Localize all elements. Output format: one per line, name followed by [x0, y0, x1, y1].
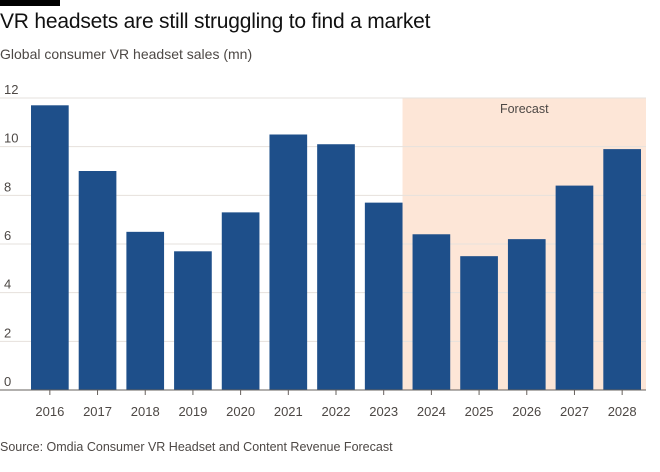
y-tick-label: 6	[4, 228, 11, 243]
x-tick-label: 2022	[322, 404, 351, 419]
x-tick-label: 2021	[274, 404, 303, 419]
y-tick-label: 8	[4, 179, 11, 194]
y-tick-label: 4	[4, 277, 11, 292]
x-tick-label: 2027	[560, 404, 589, 419]
bar-2019	[174, 251, 212, 390]
brand-bar	[0, 0, 60, 6]
x-tick-label: 2025	[465, 404, 494, 419]
bar-2024	[412, 234, 451, 390]
x-tick-label: 2024	[417, 404, 446, 419]
bar-2027	[555, 185, 594, 390]
x-tick-label: 2017	[83, 404, 112, 419]
bar-2022	[317, 144, 355, 390]
x-tick-label: 2016	[35, 404, 64, 419]
bar-2028	[603, 149, 641, 390]
chart-title: VR headsets are still struggling to find…	[0, 10, 431, 33]
x-tick-label: 2026	[512, 404, 541, 419]
bar-2017	[78, 171, 117, 390]
y-tick-label: 10	[4, 131, 18, 146]
bar-2023	[364, 202, 403, 390]
forecast-label: Forecast	[500, 102, 549, 116]
x-tick-label: 2019	[178, 404, 207, 419]
x-tick-label: 2020	[226, 404, 255, 419]
bar-2021	[269, 134, 308, 390]
x-tick-label: 2028	[608, 404, 637, 419]
bar-2026	[507, 239, 546, 390]
bar-2016	[31, 105, 69, 391]
y-tick-label: 0	[4, 374, 11, 389]
chart-source: Source: Omdia Consumer VR Headset and Co…	[0, 440, 393, 454]
chart-subtitle: Global consumer VR headset sales (mn)	[0, 46, 253, 62]
x-tick-label: 2018	[131, 404, 160, 419]
bar-2020	[221, 212, 260, 390]
bar-2025	[460, 256, 498, 390]
y-tick-label: 12	[4, 82, 18, 97]
y-tick-label: 2	[4, 325, 11, 340]
x-tick-label: 2023	[369, 404, 398, 419]
bar-2018	[126, 231, 165, 390]
